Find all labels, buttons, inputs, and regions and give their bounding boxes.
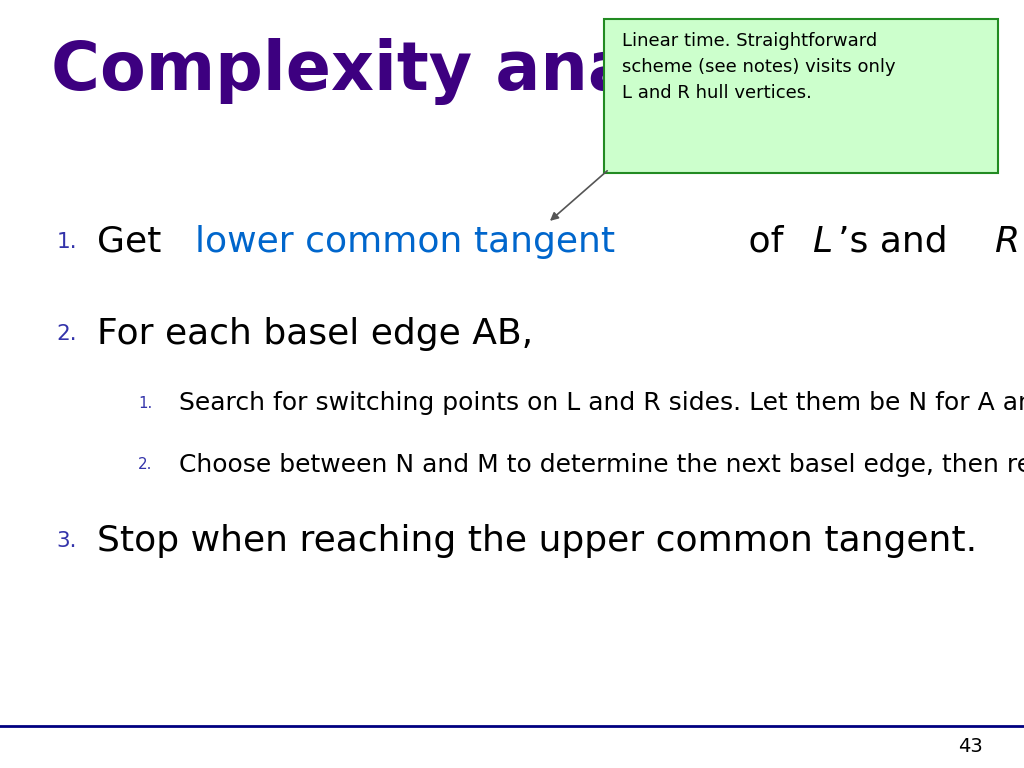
Text: 2.: 2. [56,324,77,344]
Text: Get: Get [97,225,173,259]
Text: lower common tangent: lower common tangent [196,225,615,259]
FancyBboxPatch shape [604,19,998,173]
Text: 1.: 1. [56,232,77,252]
Text: Linear time. Straightforward
scheme (see notes) visits only
L and R hull vertice: Linear time. Straightforward scheme (see… [622,32,895,101]
Text: Choose between N and M to determine the next basel edge, then repeat.: Choose between N and M to determine the … [179,452,1024,477]
Text: of: of [737,225,796,259]
Text: 3.: 3. [56,531,77,551]
Text: ’s and: ’s and [838,225,959,259]
Text: Search for switching points on L and R sides. Let them be N for A and M for B.: Search for switching points on L and R s… [179,391,1024,415]
Text: L: L [812,225,833,259]
Text: Complexity analysis: Complexity analysis [51,38,802,105]
Text: 43: 43 [958,737,983,756]
Text: Stop when reaching the upper common tangent.: Stop when reaching the upper common tang… [97,525,977,558]
Text: For each basel edge AB,: For each basel edge AB, [97,317,534,351]
Text: 2.: 2. [138,457,153,472]
Text: R: R [994,225,1019,259]
Text: 1.: 1. [138,396,153,411]
